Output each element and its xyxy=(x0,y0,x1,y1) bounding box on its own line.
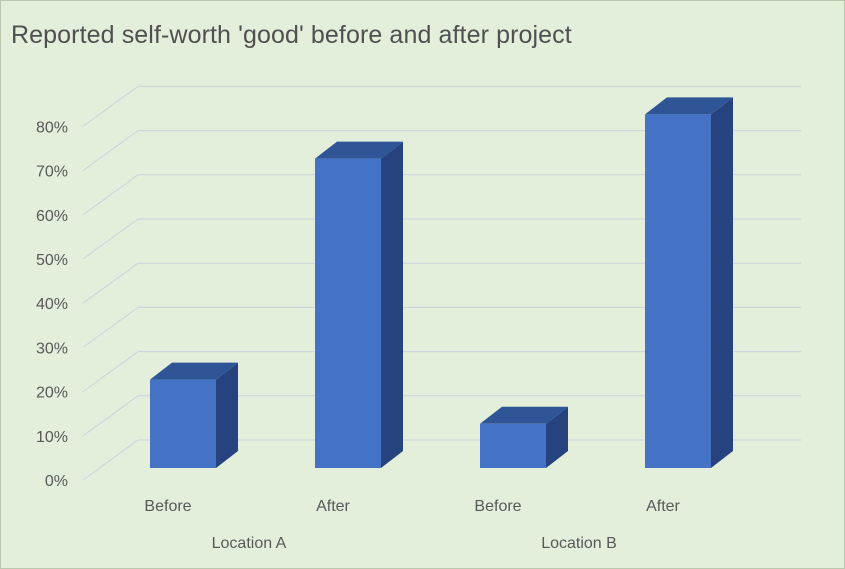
y-tick-label: 60% xyxy=(36,208,68,225)
gridline-diagonal xyxy=(82,174,139,216)
bar-top xyxy=(645,97,733,115)
bar xyxy=(645,114,711,469)
y-tick-label: 70% xyxy=(36,164,68,181)
bar-top xyxy=(480,406,568,424)
x-tick-label: After xyxy=(646,498,680,515)
y-tick-label: 0% xyxy=(45,473,68,490)
bar-side xyxy=(711,97,733,469)
bar xyxy=(150,379,216,468)
x-tick-label: Before xyxy=(474,498,521,515)
y-tick-label: 80% xyxy=(36,119,68,136)
gridline-diagonal xyxy=(82,351,139,393)
chart-title: Reported self-worth 'good' before and af… xyxy=(11,21,572,49)
bar-side xyxy=(546,406,568,468)
bar xyxy=(315,158,381,468)
y-tick-label: 50% xyxy=(36,252,68,269)
x-tick-label: Before xyxy=(144,498,191,515)
gridline-diagonal xyxy=(82,262,139,304)
bar xyxy=(480,423,546,468)
gridline-diagonal xyxy=(82,85,139,127)
y-tick-label: 20% xyxy=(36,385,68,402)
x-group-label: Location A xyxy=(212,535,287,552)
bar-side xyxy=(216,362,238,468)
bar-top xyxy=(150,362,238,380)
gridline-diagonal xyxy=(82,306,139,348)
x-group-label: Location B xyxy=(541,535,617,552)
gridline-diagonal xyxy=(82,439,139,481)
y-tick-label: 40% xyxy=(36,296,68,313)
gridline-diagonal xyxy=(82,395,139,437)
y-tick-label: 10% xyxy=(36,429,68,446)
x-tick-label: After xyxy=(316,498,350,515)
y-tick-label: 30% xyxy=(36,340,68,357)
gridline-diagonal xyxy=(82,130,139,172)
gridline-diagonal xyxy=(82,218,139,260)
bar-side xyxy=(381,141,403,468)
bar-top xyxy=(315,141,403,159)
